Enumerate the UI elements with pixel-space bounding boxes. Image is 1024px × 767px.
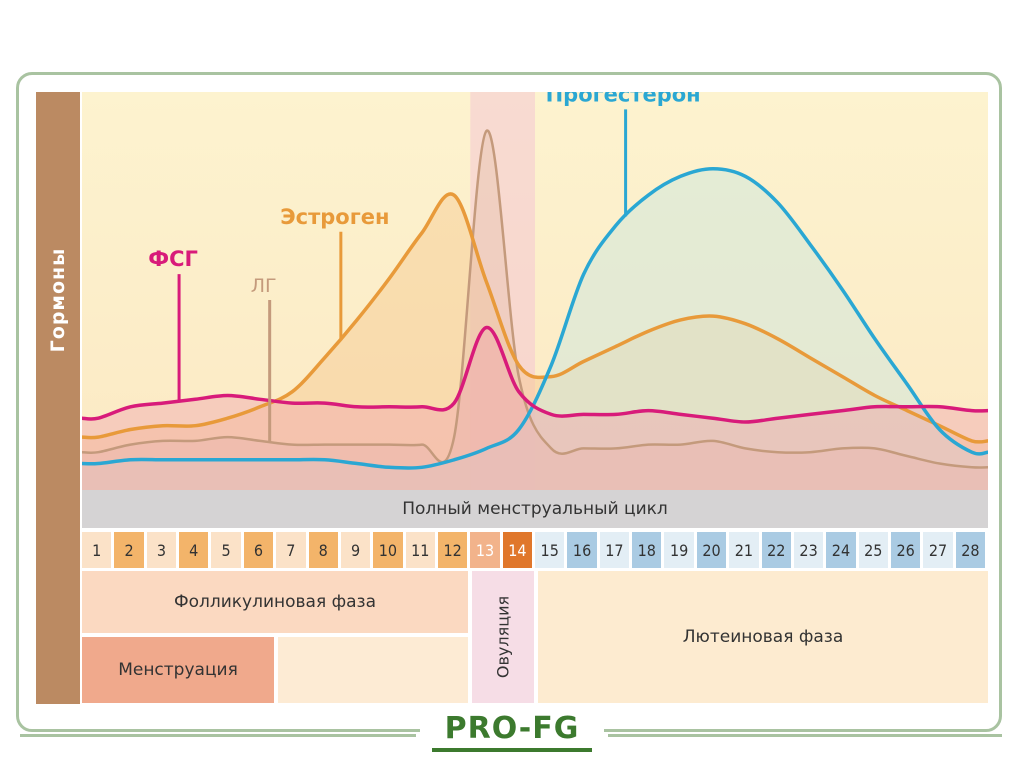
hormone-chart: ФСГ ЛГ Эстроген Прогестерон [82, 92, 988, 490]
day-9: 9 [340, 532, 374, 568]
progesterone-area [82, 168, 988, 490]
day-17: 17 [599, 532, 633, 568]
day-1: 1 [82, 532, 115, 568]
day-24: 24 [826, 532, 859, 568]
day-7: 7 [276, 532, 309, 568]
day-20: 20 [696, 532, 730, 568]
lh-label: ЛГ [251, 275, 277, 297]
day-27: 27 [923, 532, 956, 568]
day-8: 8 [308, 532, 341, 568]
ovulation-label: Овуляция [493, 595, 513, 679]
estrogen-label: Эстроген [280, 205, 389, 229]
day-2: 2 [114, 532, 147, 568]
day-4: 4 [179, 532, 212, 568]
day-5: 5 [211, 532, 244, 568]
day-strip: 1 2 3 4 5 6 7 8 9 10 11 12 13 14 15 16 17 18 19 20 21 22 23 24 2… [82, 532, 989, 568]
day-15: 15 [535, 532, 568, 568]
follicular-remainder [278, 637, 468, 703]
follicular-phase: Фолликулиновая фаза [82, 571, 468, 633]
progesterone-line [82, 166, 988, 470]
day-25: 25 [858, 532, 891, 568]
y-axis-label: Гормоны [47, 247, 69, 353]
day-18: 18 [632, 532, 665, 568]
day-23: 23 [793, 532, 827, 568]
menstruation-phase: Менструация [82, 637, 274, 703]
day-14: 14 [502, 532, 536, 568]
brand-underline [432, 748, 592, 752]
day-26: 26 [890, 532, 924, 568]
brand-name: PRO-FG [444, 711, 580, 746]
day-10: 10 [373, 532, 406, 568]
cycle-title: Полный менструальный цикл [82, 490, 988, 528]
ovulation-phase: Овуляция [472, 571, 534, 703]
day-22: 22 [761, 532, 794, 568]
day-13: 13 [470, 532, 503, 568]
brand-line-right [608, 734, 1002, 737]
day-28: 28 [955, 532, 989, 568]
hormone-chart-svg: ФСГ ЛГ Эстроген Прогестерон [82, 92, 988, 490]
progesterone-label: Прогестерон [546, 92, 701, 106]
fsh-label: ФСГ [148, 247, 198, 271]
luteal-phase: Лютеиновая фаза [538, 571, 988, 703]
day-16: 16 [567, 532, 600, 568]
day-21: 21 [729, 532, 762, 568]
day-6: 6 [243, 532, 277, 568]
day-3: 3 [146, 532, 180, 568]
fsh-line [82, 325, 988, 424]
day-11: 11 [405, 532, 438, 568]
estrogen-line [82, 192, 988, 444]
day-12: 12 [437, 532, 471, 568]
y-axis-band [36, 92, 80, 704]
brand-line-left [20, 734, 416, 737]
lh-line [82, 129, 988, 469]
brand-logo: PRO-FG [420, 712, 604, 756]
day-19: 19 [664, 532, 697, 568]
